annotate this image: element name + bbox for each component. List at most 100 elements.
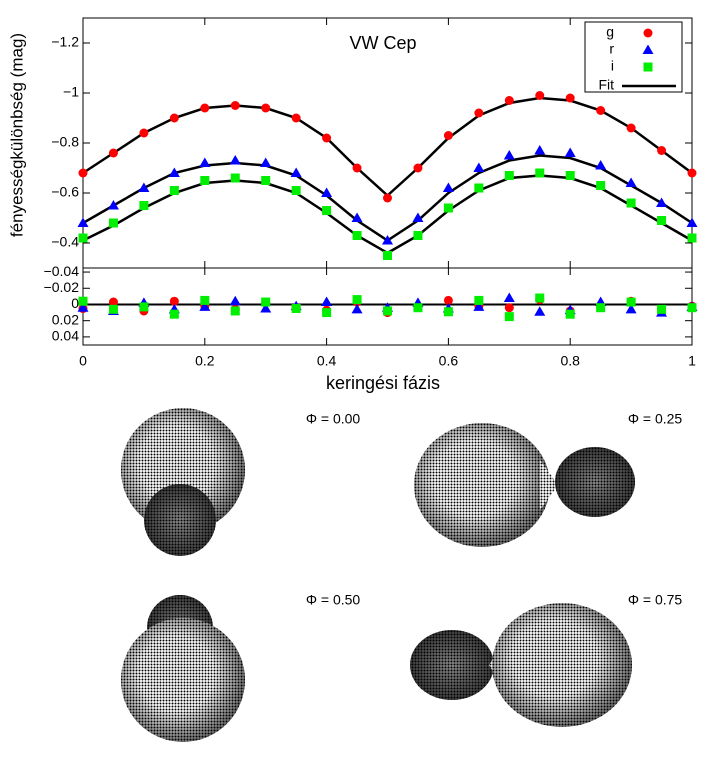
data-point — [138, 182, 150, 192]
data-point — [291, 186, 301, 195]
data-point — [596, 303, 606, 313]
legend-label: r — [609, 41, 614, 57]
data-point — [687, 233, 697, 243]
data-point — [625, 303, 637, 314]
data-point — [656, 197, 668, 207]
data-point — [382, 235, 393, 245]
x-tick-label: 0.8 — [560, 353, 580, 369]
data-point — [474, 108, 484, 118]
data-point — [261, 176, 271, 185]
y-tick-label: −1 — [63, 84, 79, 100]
star-models: Φ = 0.00 Φ = 0.25 Φ = 0.50 Φ = 0.75 — [121, 408, 682, 742]
data-point — [139, 201, 149, 210]
data-point — [108, 304, 118, 314]
data-point — [626, 123, 636, 133]
data-point — [473, 162, 485, 172]
y-tick-label: 0.02 — [52, 311, 79, 327]
data-point — [230, 101, 240, 110]
data-point — [565, 309, 575, 319]
star-shading — [121, 618, 245, 742]
data-point — [686, 217, 698, 227]
data-point — [657, 146, 667, 155]
legend-label: g — [606, 24, 614, 40]
data-point — [443, 307, 453, 317]
data-point — [200, 103, 210, 113]
data-point — [352, 163, 362, 173]
data-point — [383, 193, 392, 203]
star-shading — [414, 423, 550, 547]
data-point — [199, 157, 211, 167]
data-point — [321, 296, 333, 307]
data-point — [413, 231, 423, 240]
data-point — [351, 212, 363, 222]
legend-marker — [643, 28, 653, 38]
star-shading — [144, 484, 216, 556]
data-point — [534, 306, 546, 316]
data-point — [687, 168, 697, 178]
x-tick-label: 1 — [688, 353, 696, 369]
x-tick-label: 0.2 — [195, 353, 215, 369]
data-point — [169, 296, 179, 306]
data-point — [534, 145, 546, 155]
data-point — [139, 302, 149, 312]
data-point — [535, 293, 545, 303]
data-point — [443, 203, 453, 213]
data-point — [230, 173, 240, 183]
data-point — [383, 251, 392, 260]
data-point — [229, 155, 241, 165]
legend-marker — [643, 62, 653, 72]
data-point — [503, 150, 515, 160]
data-point — [77, 302, 89, 312]
data-point — [596, 106, 606, 115]
data-point — [474, 183, 484, 193]
phase-label: Φ = 0.75 — [628, 592, 683, 608]
y-axis-label: fényességkülönbség (mag) — [7, 33, 26, 237]
data-point — [169, 186, 179, 195]
data-point — [351, 303, 363, 314]
data-point — [260, 303, 272, 313]
data-point — [139, 128, 149, 138]
legend-label: i — [611, 58, 614, 74]
phase-label: Φ = 0.50 — [306, 592, 361, 608]
x-tick-label: 0 — [79, 353, 87, 369]
data-point — [291, 113, 301, 123]
data-point — [535, 168, 545, 178]
data-point — [78, 233, 88, 243]
data-point — [504, 303, 514, 313]
y-tick-label: 0.04 — [52, 328, 79, 344]
data-point — [260, 157, 272, 167]
y-tick-label: −0.4 — [51, 234, 79, 250]
x-tick-label: 0.4 — [317, 353, 337, 369]
data-point — [565, 171, 575, 180]
data-point — [503, 292, 515, 302]
data-point — [78, 296, 88, 306]
data-point — [322, 206, 332, 215]
data-point — [443, 131, 453, 140]
data-point — [565, 93, 575, 103]
star-shading — [492, 603, 632, 727]
phase-label: Φ = 0.00 — [306, 411, 361, 427]
data-point — [473, 301, 485, 311]
data-point — [78, 168, 88, 178]
data-point — [443, 295, 453, 305]
data-point — [595, 160, 607, 170]
data-point — [200, 295, 210, 305]
data-point — [657, 304, 667, 314]
data-point — [169, 309, 179, 319]
star-neck — [540, 460, 558, 510]
data-point — [261, 297, 271, 307]
data-point — [229, 295, 241, 306]
data-point — [108, 148, 118, 158]
data-point — [474, 295, 484, 305]
data-point — [442, 182, 454, 192]
data-point — [322, 133, 332, 143]
chart-title: VW Cep — [349, 33, 416, 53]
data-point — [261, 103, 271, 113]
data-point — [535, 91, 545, 100]
data-point — [504, 171, 514, 180]
data-point — [168, 167, 180, 177]
legend-marker — [642, 44, 654, 54]
data-point — [625, 177, 637, 187]
